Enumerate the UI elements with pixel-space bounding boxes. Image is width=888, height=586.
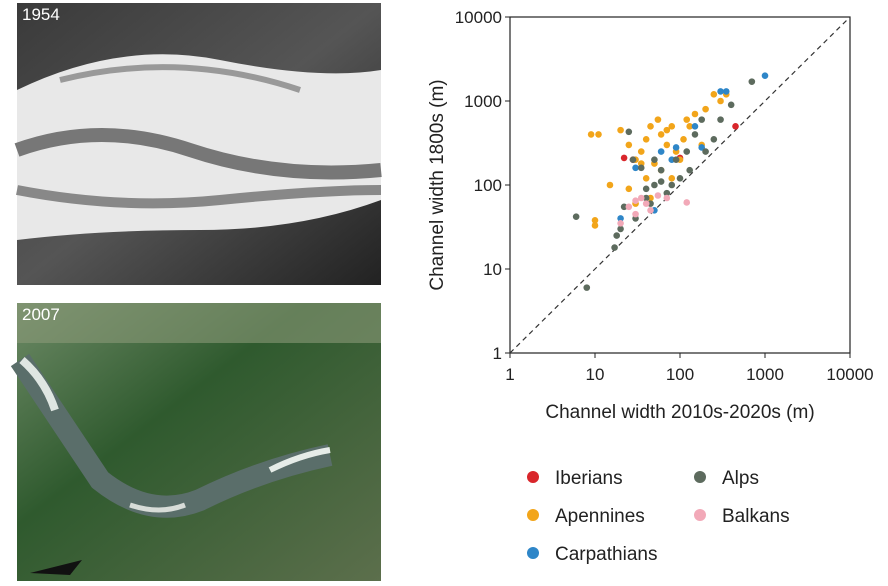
- data-point: [668, 175, 675, 182]
- data-point: [686, 167, 693, 174]
- data-point: [643, 200, 650, 207]
- y-tick-label: 10: [483, 260, 502, 279]
- data-point: [664, 195, 671, 202]
- data-point: [692, 111, 699, 118]
- y-tick-label: 1000: [464, 92, 502, 111]
- data-point: [683, 148, 690, 155]
- data-point: [717, 116, 724, 123]
- data-point: [607, 182, 614, 189]
- data-point: [626, 142, 633, 149]
- data-point: [723, 88, 730, 95]
- data-point: [643, 186, 650, 193]
- data-point: [711, 91, 718, 98]
- data-point: [717, 98, 724, 105]
- legend-marker: [527, 547, 539, 559]
- data-point: [762, 72, 769, 79]
- legend-label: Iberians: [555, 468, 623, 489]
- data-point: [702, 148, 709, 155]
- data-point: [680, 136, 687, 143]
- x-tick-label: 1000: [746, 365, 784, 384]
- data-point: [732, 123, 739, 130]
- data-point: [617, 226, 624, 233]
- x-tick-label: 10000: [826, 365, 873, 384]
- data-point: [692, 131, 699, 138]
- x-tick-label: 100: [666, 365, 694, 384]
- data-point: [658, 167, 665, 174]
- data-point: [673, 156, 680, 163]
- data-point: [595, 131, 602, 138]
- data-point: [728, 102, 735, 109]
- data-point: [638, 165, 645, 172]
- data-point: [588, 131, 595, 138]
- y-axis-label: Channel width 1800s (m): [427, 79, 448, 290]
- figure: 1954 2007 1 10 100 1000 10000 1 10 100 1000 10000…: [0, 0, 888, 581]
- legend-marker: [527, 471, 539, 483]
- data-point: [655, 116, 662, 123]
- data-point: [647, 123, 654, 130]
- legend-marker: [694, 509, 706, 521]
- data-point: [655, 192, 662, 199]
- data-point: [617, 127, 624, 134]
- data-point: [647, 207, 654, 214]
- data-point: [692, 123, 699, 130]
- data-point: [643, 175, 650, 182]
- data-point: [664, 142, 671, 149]
- data-point: [698, 116, 705, 123]
- data-point: [626, 204, 633, 211]
- data-point: [621, 155, 628, 162]
- data-point: [711, 136, 718, 143]
- data-point: [668, 182, 675, 189]
- legend-marker: [694, 471, 706, 483]
- x-tick-label: 10: [586, 365, 605, 384]
- one-to-one-line: [510, 17, 850, 353]
- data-point: [643, 136, 650, 143]
- data-point: [613, 232, 620, 239]
- photo-2007: [17, 303, 381, 581]
- photo-1954: [17, 3, 381, 285]
- data-point: [651, 156, 658, 163]
- legend-label: Carpathians: [555, 544, 657, 565]
- data-point: [749, 78, 756, 85]
- data-point: [702, 106, 709, 113]
- data-point: [658, 131, 665, 138]
- data-point: [632, 197, 639, 204]
- legend-marker: [527, 509, 539, 521]
- x-axis-label: Channel width 2010s-2020s (m): [545, 402, 814, 423]
- photo-label: 1954: [22, 5, 60, 24]
- data-point: [658, 178, 665, 185]
- y-tick-label: 100: [474, 176, 502, 195]
- data-point: [658, 148, 665, 155]
- data-point: [677, 175, 684, 182]
- data-point: [626, 186, 633, 193]
- data-point: [683, 199, 690, 206]
- data-point: [638, 148, 645, 155]
- data-point: [573, 213, 580, 220]
- data-point: [717, 88, 724, 95]
- data-point: [630, 156, 637, 163]
- data-point: [632, 165, 639, 172]
- data-point: [651, 182, 658, 189]
- data-point: [626, 128, 633, 135]
- legend-label: Apennines: [555, 506, 645, 527]
- photo-label: 2007: [22, 305, 60, 324]
- legend-label: Balkans: [722, 506, 790, 527]
- x-tick-label: 1: [505, 365, 514, 384]
- data-point: [683, 116, 690, 123]
- data-point: [617, 220, 624, 227]
- data-point: [673, 144, 680, 151]
- data-point: [583, 284, 590, 291]
- data-point: [632, 211, 639, 218]
- legend-label: Alps: [722, 468, 759, 489]
- data-point: [611, 244, 618, 251]
- data-point: [664, 127, 671, 134]
- data-point: [592, 222, 599, 229]
- data-point: [638, 195, 645, 202]
- y-tick-label: 10000: [455, 8, 502, 27]
- y-tick-label: 1: [493, 344, 502, 363]
